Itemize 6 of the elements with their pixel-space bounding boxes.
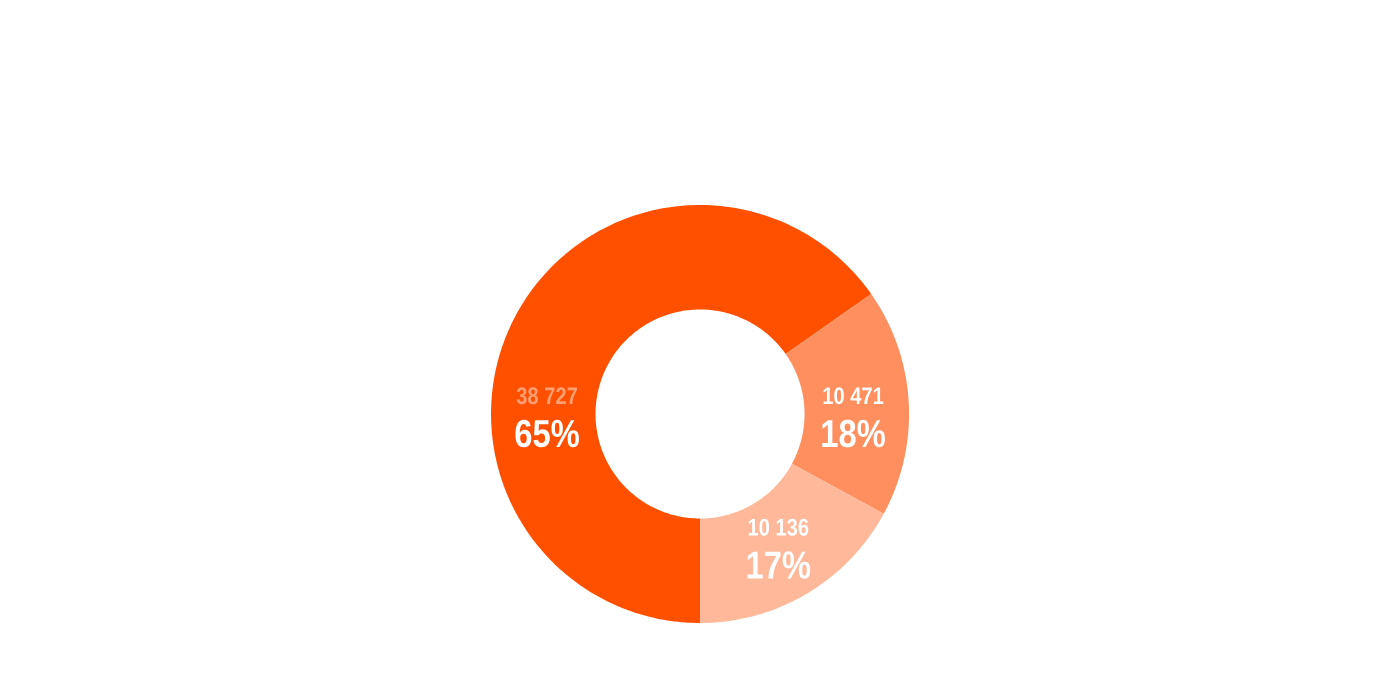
text: 65% <box>515 419 579 448</box>
text: 18% <box>822 419 885 448</box>
text: 17% <box>747 551 811 579</box>
data-label: 10 471 <box>823 387 884 405</box>
data-label: 38 727 <box>516 387 577 405</box>
data-label: 10 136 <box>748 518 809 536</box>
